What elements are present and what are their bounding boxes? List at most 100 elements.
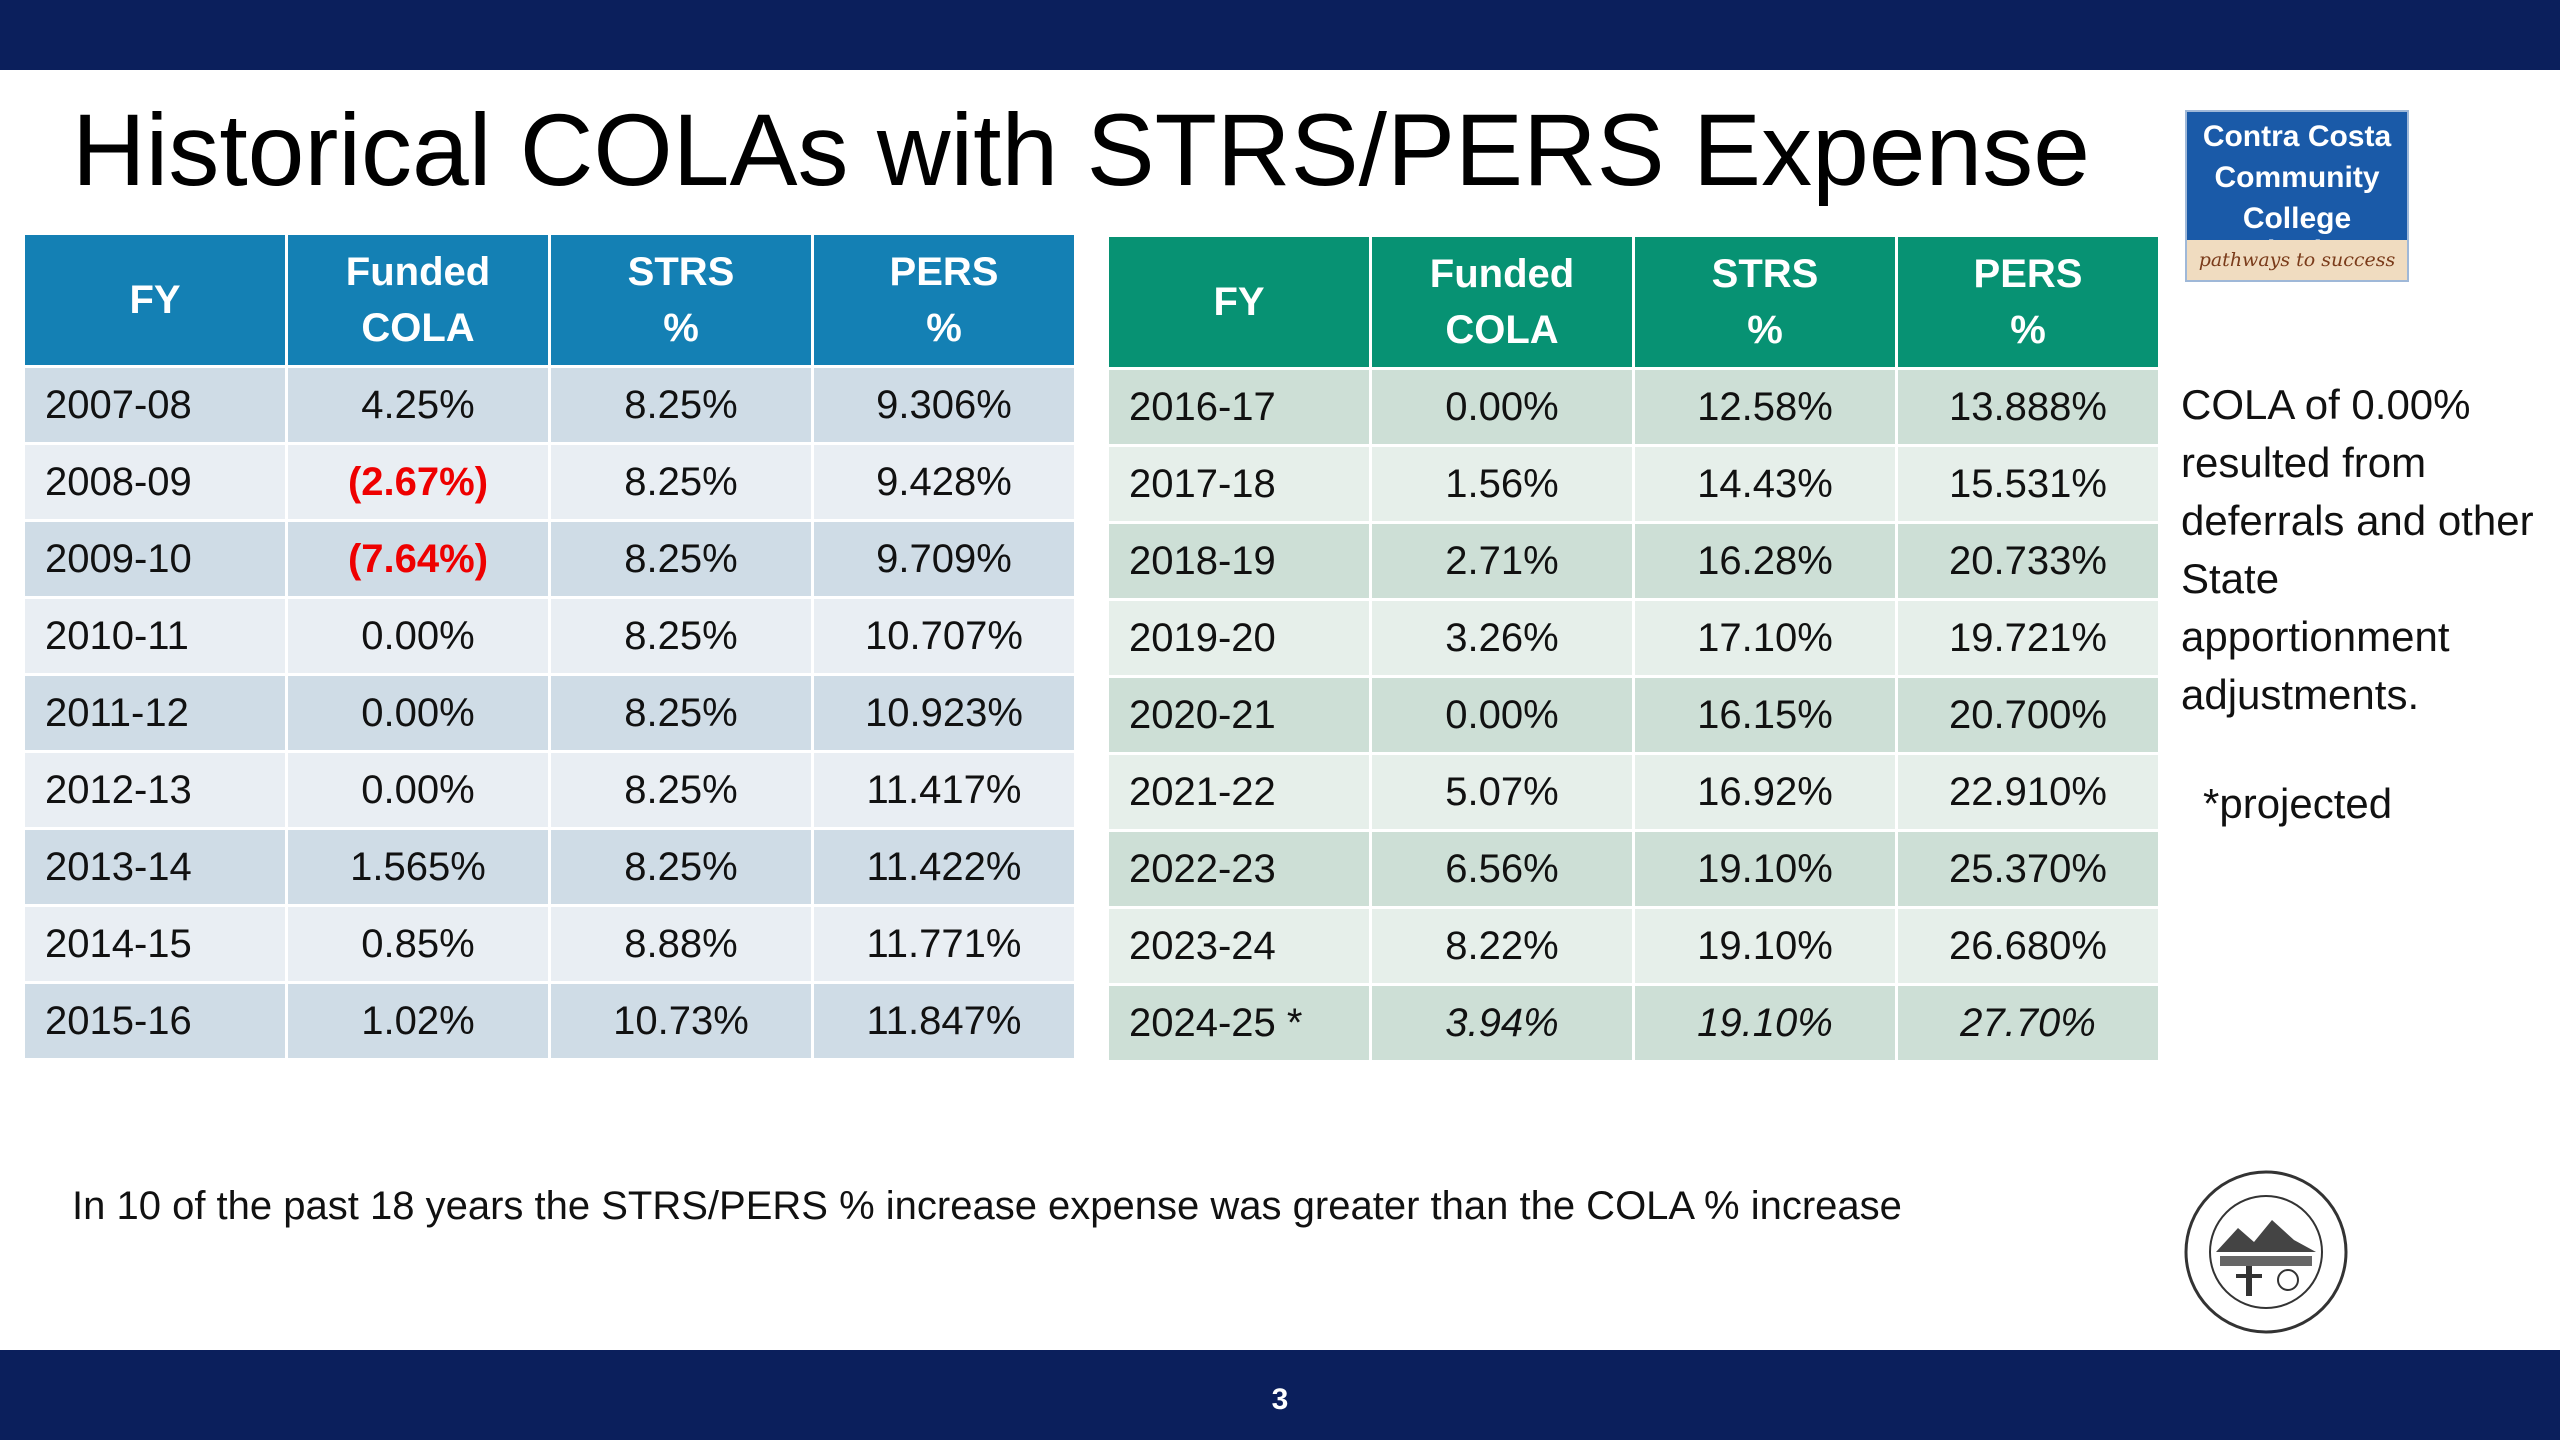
slide-title: Historical COLAs with STRS/PERS Expense <box>72 93 2090 207</box>
header-line: % <box>926 306 962 350</box>
header-line: % <box>1747 308 1783 352</box>
table-row: 2012-13 0.00% 8.25% 11.417% <box>25 753 1074 827</box>
cell-cola: 3.26% <box>1372 601 1632 675</box>
table-row: 2009-10 (7.64%) 8.25% 9.709% <box>25 522 1074 596</box>
cell-cola-projected: 3.94% <box>1372 986 1632 1060</box>
cell-fy: 2022-23 <box>1109 832 1369 906</box>
cell-fy: 2011-12 <box>25 676 285 750</box>
cell-pers: 26.680% <box>1898 909 2158 983</box>
cell-strs: 8.88% <box>551 907 811 981</box>
projected-note: *projected <box>2203 780 2393 827</box>
header-line: FY <box>129 278 181 322</box>
cell-strs: 17.10% <box>1635 601 1895 675</box>
cell-pers: 11.417% <box>814 753 1074 827</box>
cell-strs: 16.15% <box>1635 678 1895 752</box>
header-pers: PERS% <box>814 235 1074 365</box>
cola-table-2016-2025: FY Funded COLA STRS% PERS% 2016-17 0.00% 12… <box>1106 234 2161 1063</box>
cell-fy: 2010-11 <box>25 599 285 673</box>
cell-fy: 2007-08 <box>25 368 285 442</box>
table-row: 2007-08 4.25% 8.25% 9.306% <box>25 368 1074 442</box>
cell-strs-projected: 19.10% <box>1635 986 1895 1060</box>
header-line: Funded <box>345 250 491 294</box>
cell-cola: 1.02% <box>288 984 548 1058</box>
cell-pers: 9.428% <box>814 445 1074 519</box>
cell-fy: 2019-20 <box>1109 601 1369 675</box>
cell-fy: 2017-18 <box>1109 447 1369 521</box>
page-number: 3 <box>1271 1383 1289 1416</box>
cell-cola-negative: (7.64%) <box>288 522 548 596</box>
header-strs: STRS% <box>1635 237 1895 367</box>
cell-strs: 12.58% <box>1635 370 1895 444</box>
cell-pers: 10.923% <box>814 676 1074 750</box>
header-line: COLA <box>1445 308 1559 352</box>
table-header-row: FY Funded COLA STRS% PERS% <box>1109 237 2158 367</box>
cell-pers: 9.709% <box>814 522 1074 596</box>
header-fy: FY <box>1109 237 1369 367</box>
cell-fy: 2009-10 <box>25 522 285 596</box>
footer-statement: In 10 of the past 18 years the STRS/PERS… <box>72 1184 1902 1228</box>
logo-tagline: pathways to success <box>2187 240 2407 280</box>
table-row-projected: 2024-25 * 3.94% 19.10% 27.70% <box>1109 986 2158 1060</box>
header-pers: PERS% <box>1898 237 2158 367</box>
cell-cola: 6.56% <box>1372 832 1632 906</box>
table-row: 2017-18 1.56% 14.43% 15.531% <box>1109 447 2158 521</box>
cell-cola: 1.56% <box>1372 447 1632 521</box>
header-line: PERS <box>1973 252 2083 296</box>
table-row: 2013-14 1.565% 8.25% 11.422% <box>25 830 1074 904</box>
table-row: 2010-11 0.00% 8.25% 10.707% <box>25 599 1074 673</box>
cell-fy: 2016-17 <box>1109 370 1369 444</box>
cell-strs: 19.10% <box>1635 832 1895 906</box>
cell-strs: 8.25% <box>551 368 811 442</box>
cell-strs: 10.73% <box>551 984 811 1058</box>
cell-fy: 2015-16 <box>25 984 285 1058</box>
cell-pers-projected: 27.70% <box>1898 986 2158 1060</box>
cell-cola: 0.85% <box>288 907 548 981</box>
cell-cola: 0.00% <box>288 753 548 827</box>
cell-pers: 13.888% <box>1898 370 2158 444</box>
header-funded-cola: Funded COLA <box>1372 237 1632 367</box>
header-strs: STRS% <box>551 235 811 365</box>
cell-fy: 2023-24 <box>1109 909 1369 983</box>
top-header-bar <box>0 0 2560 70</box>
table-row: 2019-20 3.26% 17.10% 19.721% <box>1109 601 2158 675</box>
header-line: STRS <box>627 250 735 294</box>
cell-strs: 8.25% <box>551 599 811 673</box>
cell-cola: 0.00% <box>288 676 548 750</box>
cell-strs: 19.10% <box>1635 909 1895 983</box>
cell-pers: 22.910% <box>1898 755 2158 829</box>
cola-table-2007-2016: FY Funded COLA STRS% PERS% 2007-08 4.25% 8.… <box>22 232 1077 1061</box>
cola-note: COLA of 0.00% resulted from deferrals an… <box>2181 381 2534 718</box>
table-row: 2020-21 0.00% 16.15% 20.700% <box>1109 678 2158 752</box>
header-line: PERS <box>889 250 999 294</box>
table-row: 2023-24 8.22% 19.10% 26.680% <box>1109 909 2158 983</box>
table-row: 2011-12 0.00% 8.25% 10.923% <box>25 676 1074 750</box>
table-row: 2014-15 0.85% 8.88% 11.771% <box>25 907 1074 981</box>
cell-strs: 8.25% <box>551 830 811 904</box>
cell-strs: 8.25% <box>551 522 811 596</box>
table-row: 2008-09 (2.67%) 8.25% 9.428% <box>25 445 1074 519</box>
header-fy: FY <box>25 235 285 365</box>
cell-strs: 8.25% <box>551 753 811 827</box>
logo-line-1: Contra Costa <box>2202 120 2392 153</box>
table-row: 2016-17 0.00% 12.58% 13.888% <box>1109 370 2158 444</box>
header-line: % <box>2010 308 2046 352</box>
cell-cola: 5.07% <box>1372 755 1632 829</box>
cell-pers: 20.733% <box>1898 524 2158 598</box>
cell-strs: 16.92% <box>1635 755 1895 829</box>
header-funded-cola: Funded COLA <box>288 235 548 365</box>
cell-fy: 2020-21 <box>1109 678 1369 752</box>
cell-pers: 20.700% <box>1898 678 2158 752</box>
table-header-row: FY Funded COLA STRS% PERS% <box>25 235 1074 365</box>
cell-cola: 0.00% <box>1372 370 1632 444</box>
header-line: Funded <box>1429 252 1575 296</box>
footer-bar: 3 <box>0 1350 2560 1440</box>
cell-pers: 19.721% <box>1898 601 2158 675</box>
header-line: COLA <box>361 306 475 350</box>
cell-fy: 2024-25 * <box>1109 986 1369 1060</box>
cell-pers: 11.847% <box>814 984 1074 1058</box>
header-line: FY <box>1213 280 1265 324</box>
cell-strs: 8.25% <box>551 445 811 519</box>
cell-cola-negative: (2.67%) <box>288 445 548 519</box>
college-seal-icon <box>2184 1170 2348 1334</box>
cell-fy: 2012-13 <box>25 753 285 827</box>
